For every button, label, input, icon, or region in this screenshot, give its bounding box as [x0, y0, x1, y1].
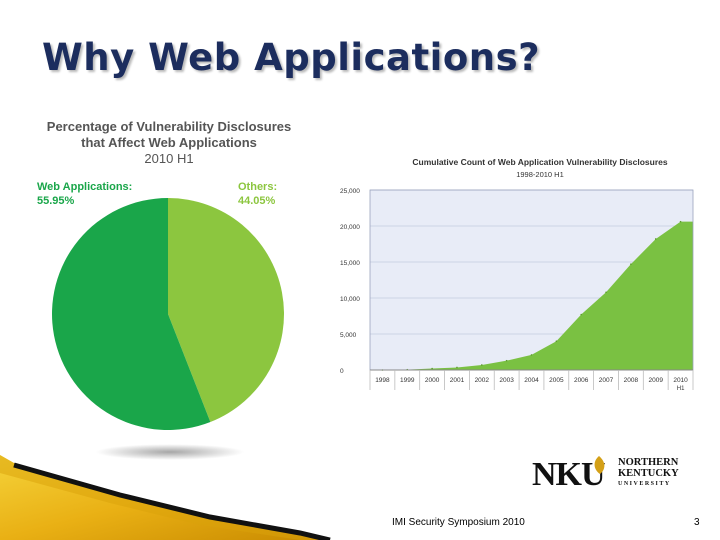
x-tick-label: 1998 — [375, 377, 390, 384]
pie-chart-title: Percentage of Vulnerability Disclosures … — [24, 119, 314, 167]
pie-label-web-name: Web Applications: — [37, 181, 133, 193]
area-point-2002 — [481, 364, 483, 366]
page-number: 3 — [694, 517, 700, 528]
x-tick-label: 2000 — [425, 377, 440, 384]
x-tick-label: 2008 — [624, 377, 639, 384]
logo-line3: UNIVERSITY — [618, 481, 671, 487]
y-tick-label: 0 — [340, 368, 344, 375]
area-series — [370, 221, 693, 370]
pie-legend-web: Web Applications: 55.95% — [37, 180, 132, 208]
x-tick-label: 1999 — [400, 377, 415, 384]
y-tick-label: 10,000 — [340, 296, 360, 303]
pie-title-line1: Percentage of Vulnerability Disclosures — [46, 119, 292, 134]
area-point-2006 — [580, 313, 582, 316]
area-chart-subtitle: 1998-2010 H1 — [516, 170, 564, 179]
pie-shadow — [95, 444, 245, 460]
slide-title: Why Web Applications? — [42, 36, 541, 79]
area-point-2000 — [431, 367, 433, 370]
y-tick-label: 15,000 — [340, 260, 360, 267]
y-tick-label: 20,000 — [340, 224, 360, 231]
pie-label-web-value: 55.95% — [37, 195, 75, 207]
x-tick-label: 2006 — [574, 377, 589, 384]
pie-slice-web-applications — [51, 198, 211, 430]
area-chart-title: Cumulative Count of Web Application Vuln… — [412, 157, 668, 167]
area-point-2003 — [505, 359, 508, 362]
area-point-2008 — [630, 263, 632, 265]
logo-initials: NKU — [532, 456, 605, 493]
x-tick-label: 2009 — [648, 377, 663, 384]
x-tick-label: 2010 — [673, 377, 688, 384]
pie-slice-others — [168, 198, 284, 422]
pie-chart — [51, 198, 284, 430]
logo-line2: KENTUCKY — [618, 468, 679, 479]
x-tick-label: 2007 — [599, 377, 614, 384]
pie-label-others-value: 44.05% — [238, 195, 276, 207]
footer-text: IMI Security Symposium 2010 — [392, 517, 525, 528]
logo-line1: NORTHERN — [618, 457, 679, 468]
area-point-2009 — [654, 238, 657, 240]
area-point-2001 — [456, 366, 458, 369]
y-tick-label: 25,000 — [340, 188, 360, 195]
nku-logo: NKU NORTHERN KENTUCKY UNIVERSITY — [532, 456, 679, 493]
pie-title-line2: that Affect Web Applications — [81, 135, 257, 150]
x-tick-sublabel: H1 — [677, 386, 685, 392]
decorative-swoosh — [0, 455, 331, 540]
plot-area — [370, 190, 693, 370]
x-tick-label: 2005 — [549, 377, 564, 384]
area-point-1999 — [406, 368, 409, 371]
x-tick-label: 2001 — [450, 377, 465, 384]
area-point-2004 — [530, 354, 533, 356]
area-point-1998 — [381, 369, 384, 371]
x-tick-label: 2003 — [499, 377, 514, 384]
plot-frame — [369, 189, 694, 371]
pie-subtitle: 2010 H1 — [144, 151, 194, 166]
y-tick-label: 5,000 — [340, 332, 357, 339]
pie-legend-others: Others: 44.05% — [238, 180, 277, 208]
area-point-2010 — [679, 220, 682, 223]
area-point-2005 — [555, 340, 558, 343]
x-tick-label: 2004 — [524, 377, 539, 384]
pie-label-others-name: Others: — [238, 181, 278, 193]
x-tick-label: 2002 — [475, 377, 490, 384]
area-point-2007 — [605, 291, 607, 294]
